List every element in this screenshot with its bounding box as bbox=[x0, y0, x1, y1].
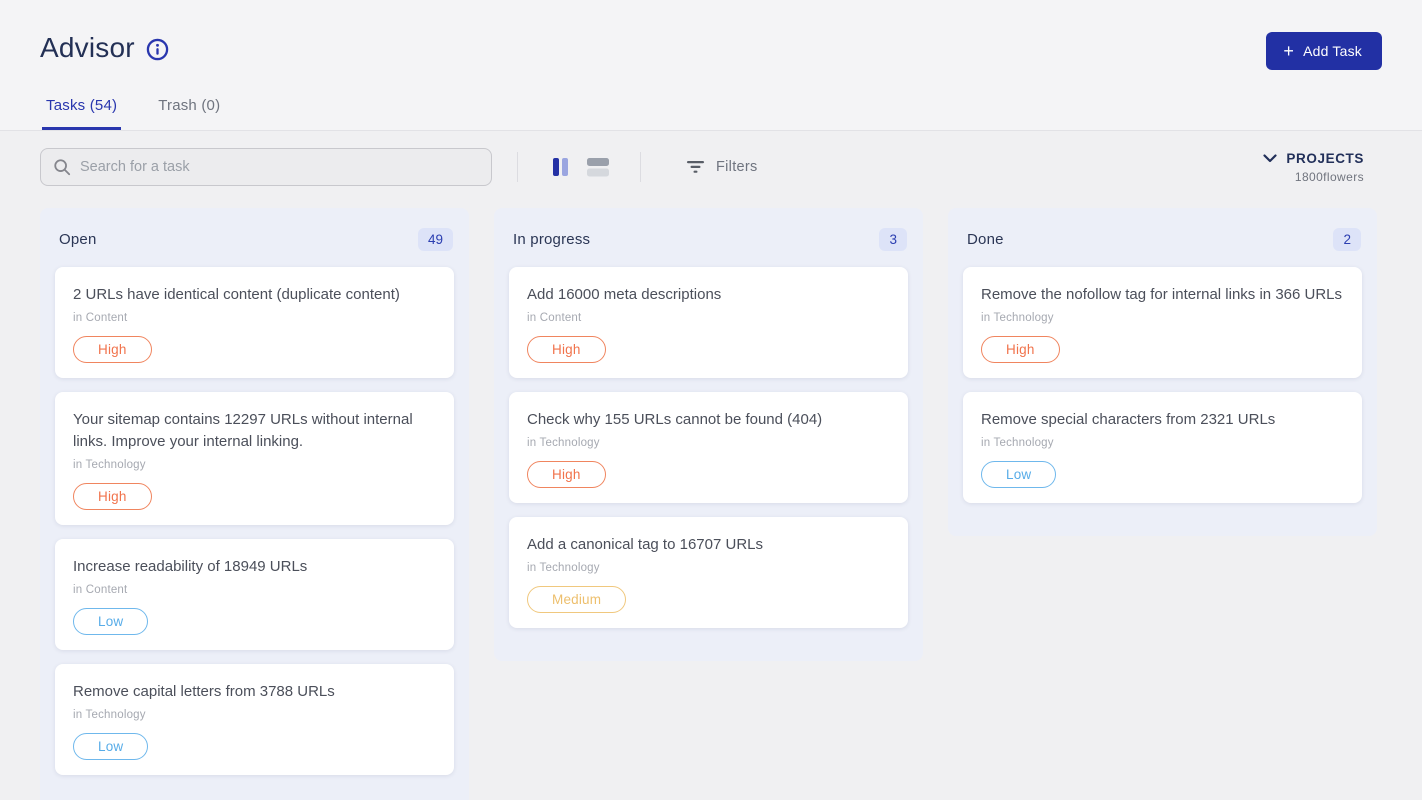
task-card[interactable]: Increase readability of 18949 URLs in Con… bbox=[55, 539, 454, 650]
column-open: Open 49 2 URLs have identical content (dup… bbox=[40, 208, 469, 800]
projects-dropdown[interactable]: PROJECTS bbox=[1263, 151, 1364, 166]
kanban-view-icon[interactable] bbox=[552, 157, 569, 177]
task-category: in Technology bbox=[527, 562, 600, 574]
column-header: In progress 3 bbox=[494, 208, 923, 267]
task-title: Remove special characters from 2321 URLs bbox=[981, 411, 1276, 428]
task-title: Your sitemap contains 12297 URLs without… bbox=[73, 411, 413, 450]
task-title: Add 16000 meta descriptions bbox=[527, 286, 722, 303]
page-title: Advisor bbox=[40, 32, 135, 63]
add-task-button[interactable]: + Add Task bbox=[1266, 32, 1382, 70]
filters-label: Filters bbox=[716, 159, 758, 175]
column-header: Done 2 bbox=[948, 208, 1377, 267]
priority-badge: Low bbox=[73, 608, 149, 635]
column-title: Open bbox=[59, 231, 97, 248]
filters-button[interactable]: Filters bbox=[686, 159, 758, 175]
column-header: Open 49 bbox=[40, 208, 469, 267]
search-icon bbox=[53, 158, 71, 176]
column-count-badge: 2 bbox=[1333, 228, 1361, 251]
task-category: in Technology bbox=[527, 437, 600, 449]
task-category: in Content bbox=[73, 312, 128, 324]
toolbar-divider bbox=[517, 152, 518, 182]
info-icon[interactable] bbox=[146, 38, 169, 61]
tab-tasks[interactable]: Tasks (54) bbox=[42, 97, 122, 130]
task-card[interactable]: Add 16000 meta descriptions in Content Hig… bbox=[509, 267, 908, 378]
projects-block: PROJECTS 1800flowers bbox=[1263, 151, 1364, 184]
priority-badge: Low bbox=[981, 461, 1057, 488]
priority-badge: Low bbox=[73, 733, 149, 760]
priority-badge: High bbox=[981, 336, 1060, 363]
projects-label: PROJECTS bbox=[1286, 150, 1364, 166]
task-category: in Technology bbox=[981, 437, 1054, 449]
task-title: 2 URLs have identical content (duplicate… bbox=[73, 286, 400, 303]
task-category: in Technology bbox=[981, 312, 1054, 324]
priority-badge: High bbox=[73, 483, 152, 510]
task-card[interactable]: Your sitemap contains 12297 URLs without… bbox=[55, 392, 454, 525]
selected-project-name: 1800flowers bbox=[1294, 169, 1364, 184]
view-toggles bbox=[552, 157, 609, 177]
task-title: Remove capital letters from 3788 URLs bbox=[73, 683, 335, 700]
toolbar: Filters PROJECTS 1800flowers bbox=[0, 148, 1422, 186]
column-cards: 2 URLs have identical content (duplicate… bbox=[40, 267, 469, 800]
task-card[interactable]: Remove the nofollow tag for internal lin… bbox=[963, 267, 1362, 378]
search-input[interactable] bbox=[80, 159, 479, 175]
add-task-label: Add Task bbox=[1303, 43, 1362, 59]
tabs: Tasks (54) Trash (0) bbox=[40, 97, 1382, 130]
column-in-progress: In progress 3 Add 16000 meta descriptions i… bbox=[494, 208, 923, 661]
list-view-icon[interactable] bbox=[587, 157, 609, 177]
priority-badge: High bbox=[527, 461, 606, 488]
toolbar-divider bbox=[640, 152, 641, 182]
board: Open 49 2 URLs have identical content (dup… bbox=[0, 208, 1422, 800]
task-card[interactable]: Remove special characters from 2321 URLs… bbox=[963, 392, 1362, 503]
task-card[interactable]: 2 URLs have identical content (duplicate… bbox=[55, 267, 454, 378]
task-category: in Content bbox=[527, 312, 582, 324]
task-card[interactable]: Check why 155 URLs cannot be found (404)… bbox=[509, 392, 908, 503]
filter-icon bbox=[686, 160, 705, 174]
priority-badge: High bbox=[73, 336, 152, 363]
chevron-down-icon bbox=[1263, 153, 1278, 163]
column-cards: Add 16000 meta descriptions in Content Hig… bbox=[494, 267, 923, 661]
column-done: Done 2 Remove the nofollow tag for interna… bbox=[948, 208, 1377, 536]
plus-icon: + bbox=[1283, 41, 1295, 61]
priority-badge: High bbox=[527, 336, 606, 363]
task-title: Check why 155 URLs cannot be found (404) bbox=[527, 411, 823, 428]
column-count-badge: 3 bbox=[879, 228, 907, 251]
app-header: Advisor + Add Task Tasks (54) Trash (0) bbox=[0, 0, 1422, 131]
task-category: in Technology bbox=[73, 459, 146, 471]
column-title: Done bbox=[967, 231, 1004, 248]
task-title: Remove the nofollow tag for internal lin… bbox=[981, 286, 1343, 303]
tab-trash[interactable]: Trash (0) bbox=[158, 97, 221, 114]
column-count-badge: 49 bbox=[417, 228, 453, 251]
column-title: In progress bbox=[513, 231, 591, 248]
task-category: in Content bbox=[73, 584, 128, 596]
task-category: in Technology bbox=[73, 709, 146, 721]
task-card[interactable]: Add a canonical tag to 16707 URLs in Tech… bbox=[509, 517, 908, 628]
search-box[interactable] bbox=[40, 148, 492, 186]
column-cards: Remove the nofollow tag for internal lin… bbox=[948, 267, 1377, 536]
task-card[interactable]: Remove capital letters from 3788 URLs in … bbox=[55, 664, 454, 775]
task-title: Add a canonical tag to 16707 URLs bbox=[527, 536, 763, 553]
priority-badge: Medium bbox=[527, 586, 627, 613]
task-title: Increase readability of 18949 URLs bbox=[73, 558, 308, 575]
